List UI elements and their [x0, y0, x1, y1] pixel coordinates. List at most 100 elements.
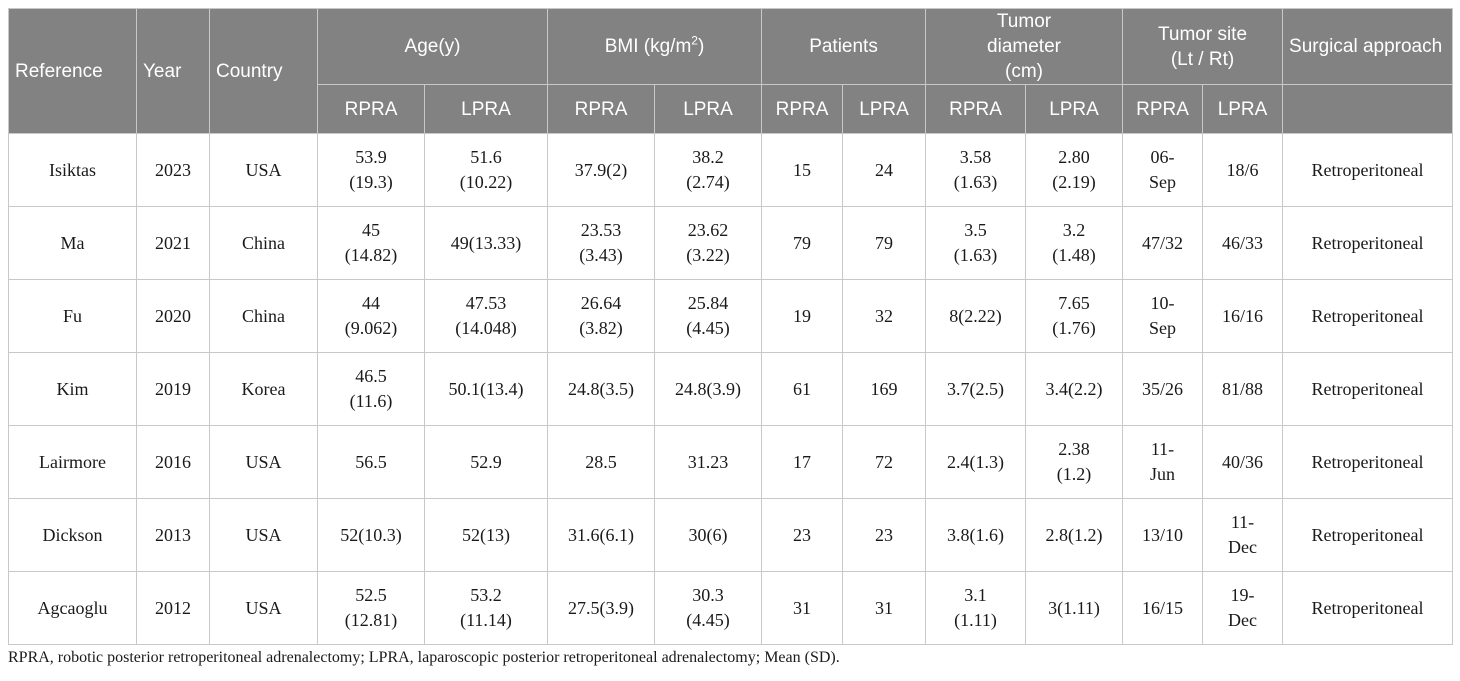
table-row: Agcaoglu 2012 USA 52.5 (12.81) 53.2 (11.…: [8, 571, 1454, 645]
cell-age-lpra: 52(13): [424, 498, 548, 572]
subheader-site-lpra: LPRA: [1202, 84, 1284, 134]
table-footnote: RPRA, robotic posterior retroperitoneal …: [8, 649, 840, 666]
cell-site-lpra: 16/16: [1202, 279, 1284, 353]
cell-year: 2013: [136, 498, 210, 572]
cell-bmi-rpra: 31.6(6.1): [547, 498, 655, 572]
cell-diameter-rpra: 3.1 (1.11): [925, 571, 1027, 645]
cell-site-rpra: 47/32: [1122, 206, 1204, 280]
cell-patients-lpra: 72: [842, 425, 927, 499]
cell-patients-rpra: 19: [761, 279, 844, 353]
cell-diameter-rpra: 3.8(1.6): [925, 498, 1027, 572]
cell-site-lpra: 40/36: [1202, 425, 1284, 499]
cell-reference: Ma: [8, 206, 137, 280]
cell-site-lpra: 18/6: [1202, 133, 1284, 207]
cell-age-lpra: 52.9: [424, 425, 548, 499]
subheader-bmi-rpra: RPRA: [547, 84, 655, 134]
cell-approach: Retroperitoneal: [1282, 279, 1454, 353]
cell-diameter-rpra: 2.4(1.3): [925, 425, 1027, 499]
cell-approach: Retroperitoneal: [1282, 206, 1454, 280]
cell-patients-rpra: 31: [761, 571, 844, 645]
cell-site-rpra: 13/10: [1122, 498, 1204, 572]
cell-diameter-rpra: 3.7(2.5): [925, 352, 1027, 426]
cell-patients-lpra: 169: [842, 352, 927, 426]
cell-age-rpra: 44 (9.062): [317, 279, 425, 353]
cell-country: China: [209, 279, 318, 353]
cell-site-rpra: 11- Jun: [1122, 425, 1204, 499]
header-bmi-superscript: 2: [691, 33, 698, 48]
cell-bmi-lpra: 30.3 (4.45): [653, 571, 763, 645]
cell-patients-lpra: 79: [842, 206, 927, 280]
cell-diameter-lpra: 3.2 (1.48): [1025, 206, 1124, 280]
header-tumor-diameter: Tumor diameter (cm): [925, 8, 1124, 85]
cell-age-rpra: 56.5: [317, 425, 425, 499]
header-surgical-approach: Surgical approach: [1282, 8, 1454, 85]
cell-reference: Lairmore: [8, 425, 137, 499]
studies-table: Reference Year Country Age(y) BMI (kg/m2…: [8, 8, 1454, 645]
cell-age-rpra: 45 (14.82): [317, 206, 425, 280]
cell-bmi-rpra: 27.5(3.9): [547, 571, 655, 645]
cell-diameter-rpra: 8(2.22): [925, 279, 1027, 353]
cell-bmi-rpra: 37.9(2): [547, 133, 655, 207]
cell-site-rpra: 35/26: [1122, 352, 1204, 426]
cell-year: 2012: [136, 571, 210, 645]
cell-patients-rpra: 15: [761, 133, 844, 207]
cell-country: China: [209, 206, 318, 280]
subheader-diameter-lpra: LPRA: [1025, 84, 1124, 134]
header-tumor-site: Tumor site (Lt / Rt): [1122, 8, 1284, 85]
cell-bmi-lpra: 31.23: [653, 425, 763, 499]
cell-diameter-lpra: 3.4(2.2): [1025, 352, 1124, 426]
subheader-age-rpra: RPRA: [317, 84, 425, 134]
cell-age-rpra: 52(10.3): [317, 498, 425, 572]
subheader-bmi-lpra: LPRA: [653, 84, 763, 134]
cell-reference: Kim: [8, 352, 137, 426]
cell-patients-lpra: 31: [842, 571, 927, 645]
cell-approach: Retroperitoneal: [1282, 425, 1454, 499]
cell-reference: Dickson: [8, 498, 137, 572]
cell-patients-rpra: 79: [761, 206, 844, 280]
cell-bmi-lpra: 24.8(3.9): [653, 352, 763, 426]
cell-approach: Retroperitoneal: [1282, 352, 1454, 426]
cell-bmi-rpra: 24.8(3.5): [547, 352, 655, 426]
cell-site-rpra: 06- Sep: [1122, 133, 1204, 207]
cell-age-lpra: 51.6 (10.22): [424, 133, 548, 207]
cell-patients-lpra: 23: [842, 498, 927, 572]
subheader-patients-lpra: LPRA: [842, 84, 927, 134]
cell-diameter-lpra: 2.38 (1.2): [1025, 425, 1124, 499]
cell-patients-rpra: 17: [761, 425, 844, 499]
cell-bmi-lpra: 25.84 (4.45): [653, 279, 763, 353]
header-age: Age(y): [317, 8, 548, 85]
subheader-site-rpra: RPRA: [1122, 84, 1204, 134]
cell-country: USA: [209, 133, 318, 207]
header-year: Year: [136, 8, 210, 134]
cell-year: 2021: [136, 206, 210, 280]
header-patients: Patients: [761, 8, 927, 85]
cell-site-lpra: 81/88: [1202, 352, 1284, 426]
header-bmi-text: BMI (kg/m: [604, 36, 692, 57]
table-row: Kim 2019 Korea 46.5 (11.6) 50.1(13.4) 24…: [8, 352, 1454, 426]
header-bmi: BMI (kg/m2): [546, 8, 763, 85]
cell-approach: Retroperitoneal: [1282, 571, 1454, 645]
cell-site-rpra: 10- Sep: [1122, 279, 1204, 353]
cell-site-lpra: 46/33: [1202, 206, 1284, 280]
cell-site-lpra: 19- Dec: [1202, 571, 1284, 645]
table-row: Isiktas 2023 USA 53.9 (19.3) 51.6 (10.22…: [8, 133, 1454, 207]
cell-site-lpra: 11- Dec: [1202, 498, 1284, 572]
cell-diameter-rpra: 3.58 (1.63): [925, 133, 1027, 207]
cell-patients-lpra: 32: [842, 279, 927, 353]
cell-year: 2023: [136, 133, 210, 207]
cell-diameter-rpra: 3.5 (1.63): [925, 206, 1027, 280]
cell-diameter-lpra: 2.80 (2.19): [1025, 133, 1124, 207]
cell-country: USA: [209, 571, 318, 645]
cell-country: USA: [209, 498, 318, 572]
cell-year: 2016: [136, 425, 210, 499]
cell-approach: Retroperitoneal: [1282, 133, 1454, 207]
cell-year: 2019: [136, 352, 210, 426]
cell-age-lpra: 49(13.33): [424, 206, 548, 280]
subheader-age-lpra: LPRA: [424, 84, 548, 134]
cell-approach: Retroperitoneal: [1282, 498, 1454, 572]
subheader-patients-rpra: RPRA: [761, 84, 844, 134]
cell-site-rpra: 16/15: [1122, 571, 1204, 645]
cell-age-lpra: 50.1(13.4): [424, 352, 548, 426]
cell-reference: Isiktas: [8, 133, 137, 207]
cell-year: 2020: [136, 279, 210, 353]
